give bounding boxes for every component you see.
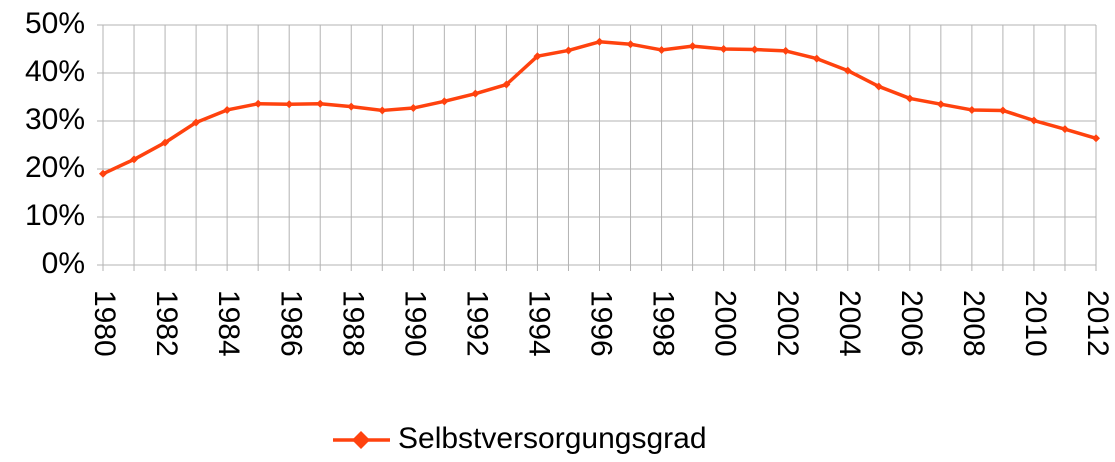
data-point xyxy=(347,102,356,111)
data-point xyxy=(781,46,790,55)
y-tick-label: 30% xyxy=(25,103,85,136)
data-point xyxy=(254,99,263,108)
data-point xyxy=(874,82,883,91)
data-point xyxy=(905,94,914,103)
data-point xyxy=(502,80,511,89)
x-tick-label: 1998 xyxy=(647,290,680,357)
data-point xyxy=(812,54,821,63)
y-tick-label: 50% xyxy=(25,7,85,40)
x-tick-label: 2008 xyxy=(957,290,990,357)
x-tick-label: 1988 xyxy=(336,290,369,357)
x-tick-label: 1992 xyxy=(460,290,493,357)
data-point xyxy=(440,97,449,106)
data-point xyxy=(688,42,697,51)
x-tick-label: 1984 xyxy=(212,290,245,357)
x-tick-label: 1990 xyxy=(398,290,431,357)
data-point xyxy=(471,89,480,98)
data-point xyxy=(936,100,945,109)
data-point xyxy=(161,138,170,147)
data-point xyxy=(657,45,666,54)
data-point xyxy=(192,118,201,127)
data-point xyxy=(316,99,325,108)
y-tick-label: 40% xyxy=(25,55,85,88)
data-point xyxy=(99,169,107,178)
data-point xyxy=(130,155,139,164)
legend-label: Selbstversorgungsgrad xyxy=(398,422,707,455)
y-tick-label: 0% xyxy=(42,247,85,280)
data-point xyxy=(1092,134,1100,143)
data-point xyxy=(285,100,294,109)
x-tick-label: 2006 xyxy=(895,290,928,357)
data-point xyxy=(564,46,573,55)
x-tick-label: 2004 xyxy=(833,290,866,357)
data-point xyxy=(967,105,976,114)
x-tick-label: 1980 xyxy=(88,290,121,357)
data-point xyxy=(223,105,232,114)
data-point xyxy=(998,106,1007,115)
x-tick-label: 1996 xyxy=(585,290,618,357)
data-point xyxy=(533,52,542,61)
legend-marker xyxy=(352,431,370,449)
data-point xyxy=(719,45,728,53)
data-point xyxy=(378,106,387,115)
data-point xyxy=(843,66,852,75)
x-tick-label: 2000 xyxy=(709,290,742,357)
x-tick-label: 2002 xyxy=(771,290,804,357)
x-tick-label: 2010 xyxy=(1019,290,1052,357)
x-tick-label: 1986 xyxy=(274,290,307,357)
data-point xyxy=(1060,125,1069,134)
y-tick-label: 10% xyxy=(25,199,85,232)
x-tick-label: 1982 xyxy=(150,290,183,357)
x-tick-label: 2012 xyxy=(1081,290,1114,357)
data-point xyxy=(1029,116,1038,125)
x-tick-label: 1994 xyxy=(523,290,556,357)
data-point xyxy=(409,104,418,113)
data-point xyxy=(595,37,604,46)
data-point xyxy=(626,40,635,49)
y-tick-label: 20% xyxy=(25,151,85,184)
data-point xyxy=(750,45,759,54)
